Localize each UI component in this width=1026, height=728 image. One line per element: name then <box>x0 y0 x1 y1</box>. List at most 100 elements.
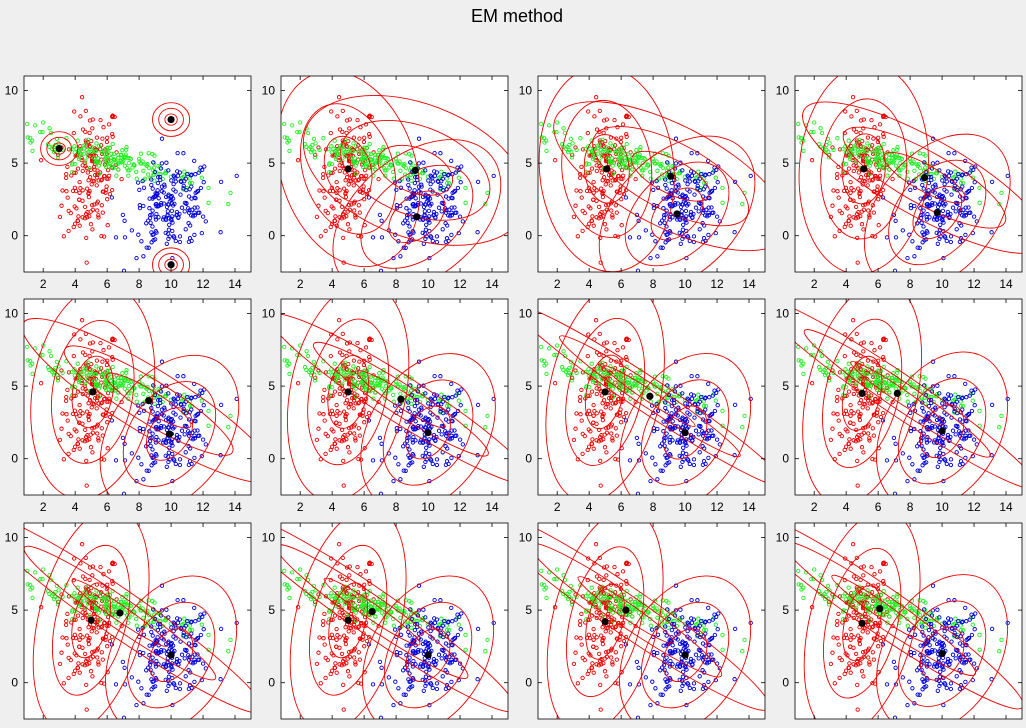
scatter-point <box>856 377 862 382</box>
scatter-point <box>160 399 165 405</box>
scatter-point <box>430 238 435 244</box>
scatter-point <box>363 173 369 178</box>
scatter-point <box>603 182 608 187</box>
scatter-point <box>195 205 200 210</box>
scatter-point <box>152 169 158 175</box>
scatter-point <box>610 163 615 168</box>
gaussian-contours-3 <box>876 351 1009 495</box>
scatter-point <box>972 403 977 408</box>
scatter-point <box>403 388 409 394</box>
scatter-point <box>174 209 180 215</box>
scatter-point <box>893 218 898 223</box>
scatter-point <box>858 437 863 442</box>
scatter-point <box>82 383 87 388</box>
scatter-point <box>715 403 720 408</box>
scatter-point <box>600 194 606 200</box>
scatter-point <box>203 219 208 224</box>
scatter-point <box>412 180 418 186</box>
scatter-point <box>30 361 35 366</box>
scatter-point <box>935 383 940 388</box>
scatter-point <box>423 168 428 173</box>
scatter-point <box>843 204 848 209</box>
scatter-point <box>188 223 193 228</box>
scatter-point <box>552 158 558 163</box>
scatter-point <box>663 405 668 411</box>
scatter-point <box>677 439 682 444</box>
scatter-point <box>955 423 960 429</box>
scatter-point <box>848 446 853 451</box>
scatter-point <box>323 228 328 234</box>
scatter-point <box>335 186 340 191</box>
scatter-point <box>843 444 849 449</box>
scatter-point <box>870 426 875 431</box>
scatter-point <box>282 121 287 127</box>
scatter-point <box>181 186 186 191</box>
scatter-point <box>173 412 178 417</box>
scatter-point <box>598 483 603 488</box>
scatter-point <box>164 241 169 246</box>
scatter-point <box>102 157 108 163</box>
scatter-point <box>177 239 183 245</box>
scatter-point <box>683 218 688 223</box>
scatter-point <box>83 158 88 163</box>
scatter-point <box>335 337 340 342</box>
scatter-point <box>103 413 108 418</box>
scatter-point <box>695 183 700 189</box>
scatter-point <box>890 176 895 182</box>
scatter-point <box>685 234 690 239</box>
scatter-point <box>696 169 701 174</box>
scatter-point <box>586 444 592 449</box>
scatter-point <box>134 399 139 404</box>
scatter-point <box>427 220 432 225</box>
x-tick-label: 12 <box>710 500 724 514</box>
scatter-point <box>895 370 900 375</box>
scatter-point <box>688 432 694 438</box>
scatter-point <box>334 179 339 185</box>
contour-ellipse <box>286 299 410 495</box>
scatter-point <box>151 160 156 165</box>
scatter-point <box>341 483 346 488</box>
scatter-point <box>933 184 938 189</box>
scatter-point <box>636 218 641 223</box>
scatter-point <box>539 135 544 140</box>
contour-ellipse <box>405 405 451 460</box>
scatter-point <box>150 409 155 414</box>
scatter-point <box>600 137 605 142</box>
scatter-point <box>25 358 30 363</box>
scatter-point <box>83 129 88 135</box>
scatter-point <box>627 235 633 240</box>
scatter-point <box>685 457 690 462</box>
scatter-point <box>613 400 619 405</box>
scatter-point <box>952 406 957 412</box>
scatter-point <box>681 445 686 450</box>
scatter-point <box>643 228 648 233</box>
gaussian-contours-2 <box>802 101 1022 254</box>
scatter-point <box>317 147 322 152</box>
scatter-point <box>709 428 714 433</box>
scatter-point <box>413 438 418 443</box>
scatter-point <box>77 626 82 632</box>
contour-ellipse <box>71 355 114 429</box>
scatter-point <box>78 144 83 149</box>
scatter-point <box>332 389 338 394</box>
scatter-point <box>928 174 934 180</box>
scatter-point <box>72 221 78 226</box>
scatter-point <box>398 391 403 396</box>
scatter-point <box>958 180 964 186</box>
scatter-point <box>416 359 422 364</box>
scatter-point <box>586 161 592 167</box>
scatter-point <box>614 359 619 364</box>
scatter-point <box>887 390 892 395</box>
scatter-point <box>85 170 90 175</box>
scatter-point <box>157 516 160 519</box>
scatter-point <box>38 158 44 163</box>
scatter-point <box>720 200 725 205</box>
scatter-point <box>610 386 615 391</box>
scatter-point <box>597 365 602 370</box>
scatter-point <box>926 427 932 432</box>
scatter-point <box>554 129 559 135</box>
scatter-point <box>80 168 85 174</box>
scatter-point <box>673 136 679 141</box>
scatter-point <box>161 413 166 418</box>
scatter-point <box>82 427 88 433</box>
